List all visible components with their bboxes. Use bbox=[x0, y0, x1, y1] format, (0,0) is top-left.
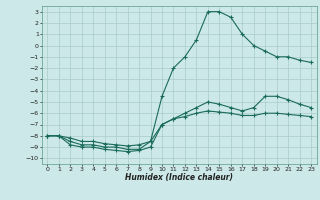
X-axis label: Humidex (Indice chaleur): Humidex (Indice chaleur) bbox=[125, 173, 233, 182]
